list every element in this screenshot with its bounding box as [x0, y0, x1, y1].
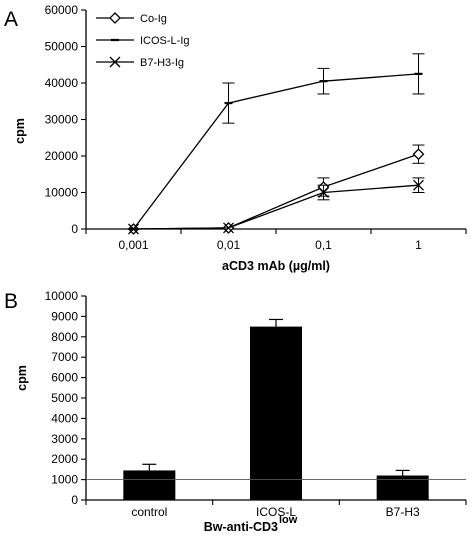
panel-a-y-tick-label: 0 [71, 222, 78, 236]
panel-a-legend: Co-Ig ICOS-L-Ig B7-H3-Ig [96, 12, 190, 69]
panel-b-y-tick-label: 9000 [51, 309, 78, 323]
panel-a-y-tick-label: 40000 [45, 76, 79, 90]
data-point [223, 222, 234, 234]
panel-b-label: B [4, 290, 18, 313]
panel-b-y-axis-label: cpm [15, 365, 29, 391]
legend-label: ICOS-L-Ig [140, 35, 190, 47]
panel-a-x-tick-label: 0,01 [217, 238, 241, 252]
legend-marker [109, 56, 121, 68]
legend-marker [109, 12, 121, 24]
panel-b-y-tick-label: 2000 [51, 452, 78, 466]
panel-a-y-tick-label: 60000 [45, 3, 79, 17]
panel-b-y-tick-label: 0 [71, 493, 78, 507]
panel-b-x-tick-label: ICOS-L [256, 505, 296, 519]
bar-group-b7-h3 [376, 469, 429, 500]
panel-b-y-tick-label: 3000 [51, 432, 78, 446]
panel-b-y-tick-label: 6000 [51, 371, 78, 385]
series-line [133, 184, 419, 230]
bar-group-icos-l [250, 318, 302, 500]
data-point [413, 179, 424, 191]
panel-b: B 0 1000 2000 3000 4000 5000 6000 7000 8000 9000 1… [4, 289, 467, 534]
panel-b-y-tick-label: 4000 [51, 411, 78, 425]
panel-a-y-axis-label: cpm [13, 118, 27, 144]
series-line [133, 153, 419, 230]
data-point [128, 223, 139, 235]
panel-b-y-tick-label: 5000 [51, 391, 78, 405]
series-line [132, 73, 419, 230]
panel-b-x-axis-label-superscript: low [279, 514, 298, 526]
panel-a-y-tick-label: 10000 [45, 186, 79, 200]
panel-a-y-tick-label: 50000 [45, 40, 79, 54]
panel-a-x-axis-label: aCD3 mAb (µg/ml) [222, 259, 330, 273]
panel-a-y-tick-label: 30000 [45, 113, 79, 127]
panel-b-y-tick-label: 10000 [45, 289, 79, 303]
panel-a-x-tick-label: 0,1 [315, 238, 332, 252]
panel-b-x-axis-label: Bw-anti-CD3 [204, 520, 278, 534]
panel-a-x-tick-label: 0,001 [118, 238, 148, 252]
panel-b-x-tick-label: control [131, 505, 167, 519]
bar-group-control [123, 463, 176, 500]
series-co-ig [127, 144, 425, 235]
panel-a: A 0 10000 20000 30000 40000 50000 60000 0,001 0… [4, 3, 467, 273]
panel-a-label: A [4, 8, 18, 31]
panel-a-y-tick-label: 20000 [45, 149, 79, 163]
data-point [412, 148, 425, 161]
panel-b-x-tick-label: B7-H3 [386, 505, 420, 519]
data-point [318, 187, 329, 198]
panel-b-y-tick-label: 1000 [51, 473, 78, 487]
legend-label: B7-H3-Ig [140, 57, 184, 69]
panel-a-x-tick-label: 1 [415, 238, 422, 252]
panel-b-y-tick-label: 7000 [51, 350, 78, 364]
panel-b-y-tick-label: 8000 [51, 330, 78, 344]
series-b7-h3-ig [128, 177, 425, 235]
legend-label: Co-Ig [140, 13, 167, 25]
bar [250, 326, 302, 500]
bar [123, 470, 176, 500]
series-icos-l-ig [129, 53, 425, 231]
